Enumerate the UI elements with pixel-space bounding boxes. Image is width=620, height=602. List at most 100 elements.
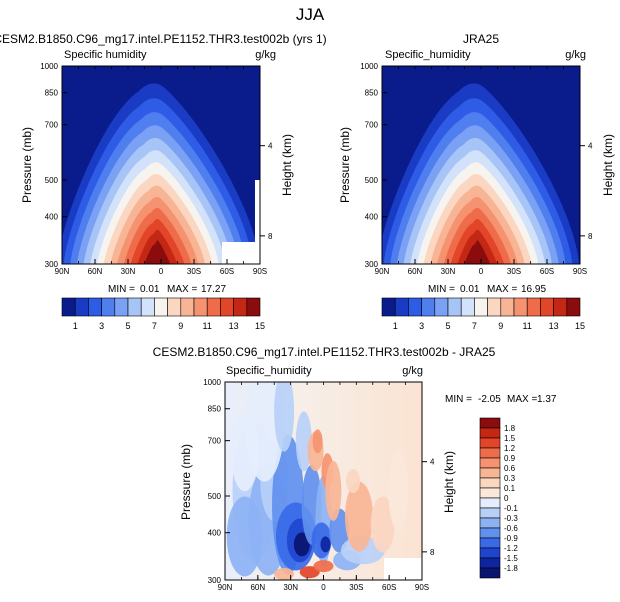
panel-difference-colorbar-swatch (479, 567, 501, 579)
panel-difference-ytick-label: 500 (208, 492, 222, 501)
panel-difference-contour (346, 469, 361, 493)
panel-difference-contour (312, 429, 323, 454)
panel-reanalysis-colorbar-swatch (513, 297, 528, 317)
panel-model-ytick-label: 1000 (40, 62, 58, 71)
panel-reanalysis-colorbar-label: 11 (523, 321, 532, 331)
panel-model-y2label: Height (km) (280, 134, 294, 196)
panel-reanalysis-y2label: Height (km) (601, 134, 615, 196)
panel-model-xtick-label: 90S (253, 267, 267, 276)
panel-difference-units: g/kg (402, 365, 423, 377)
panel-difference-title: CESM2.B1850.C96_mg17.intel.PE1152.THR3.t… (153, 345, 496, 359)
panel-model-xtick-label: 90N (55, 267, 70, 276)
panel-reanalysis-colorbar-swatch (408, 297, 422, 317)
panel-difference-colorbar-label: 1.5 (504, 434, 516, 443)
panel-model-colorbar-label: 15 (255, 321, 265, 331)
panel-reanalysis-field (382, 66, 580, 264)
panel-reanalysis-colorbar-swatch (553, 297, 568, 317)
panel-difference-ytick-label: 300 (208, 576, 222, 585)
panel-model-ytick-label: 400 (45, 213, 59, 222)
panel-reanalysis-colorbar-swatch (566, 297, 581, 317)
panel-reanalysis-min-label: MIN = (428, 284, 455, 295)
panel-model-colorbar-label: 9 (178, 321, 183, 331)
panel-difference-colorbar-label: -1.2 (504, 544, 518, 553)
panel-model-xtick-label: 0 (159, 267, 164, 276)
panel-difference-colorbar-swatch (479, 467, 501, 479)
panel-difference-contour (325, 460, 342, 521)
panel-difference-colorbar-swatch (479, 417, 501, 429)
panel-model-max-label: MAX = (167, 284, 197, 295)
panel-difference-contour (274, 382, 295, 452)
panel-difference-ytick-label: 400 (208, 529, 222, 538)
panel-difference-colorbar-swatch (479, 537, 501, 549)
panel-reanalysis-colorbar-label: 9 (498, 321, 503, 331)
panel-model-ylabel: Pressure (mb) (20, 127, 34, 203)
panel-reanalysis-colorbar-swatch (421, 297, 436, 317)
panel-reanalysis-contour-level (464, 240, 491, 264)
panel-model-colorbar-swatch (114, 297, 129, 317)
panel-difference-contour (313, 560, 334, 573)
panel-model-colorbar-label: 5 (125, 321, 130, 331)
panel-difference-colorbar-swatch (479, 487, 501, 499)
panel-difference-contour (370, 496, 395, 553)
panel-difference-colorbar-label: 1.2 (504, 444, 516, 453)
panel-difference-colorbar-label: -0.6 (504, 524, 518, 533)
panel-model-colorbar-swatch (74, 297, 89, 317)
panel-difference-colorbar-label: 0.1 (504, 484, 516, 493)
panel-model-xtick-label: 30S (187, 267, 201, 276)
panel-difference-max-value: 1.37 (537, 394, 557, 405)
panel-difference-colorbar-swatch (479, 557, 501, 569)
panel-model-colorbar-swatch (180, 297, 195, 317)
panel-reanalysis-ytick-label: 850 (365, 89, 379, 98)
panel-reanalysis-xtick-label: 60S (540, 267, 554, 276)
panel-difference-min-value: -2.05 (478, 394, 501, 405)
panel-reanalysis-colorbar-label: 13 (549, 321, 559, 331)
panel-model-missing-data-upper (255, 180, 260, 242)
panel-reanalysis-colorbar-swatch (474, 297, 488, 317)
panel-difference-colorbar-label: -1.5 (504, 554, 518, 563)
panel-difference-xtick-label: 90N (218, 583, 233, 592)
panel-reanalysis-ytick-label: 500 (365, 176, 379, 185)
panel-difference-colorbar-swatch (479, 527, 501, 539)
panel-model-colorbar-swatch (101, 297, 116, 317)
panel-difference-colorbar-swatch (479, 477, 501, 489)
panel-model-missing-data (222, 242, 260, 264)
panel-difference-ylabel: Pressure (mb) (179, 444, 193, 520)
panel-difference-colorbar-label: 0 (504, 494, 509, 503)
panel-model-colorbar-swatch (246, 297, 261, 317)
panel-reanalysis-title: JRA25 (463, 32, 499, 46)
panel-model-colorbar-swatch (167, 297, 182, 317)
panel-difference-colorbar-label: 1.8 (504, 424, 516, 433)
panel-model-title: CESM2.B1850.C96_mg17.intel.PE1152.THR3.t… (0, 32, 327, 46)
panel-reanalysis: JRA25 Specific_humidity g/kg Pressure (m… (338, 32, 615, 331)
panel-difference-xtick-label: 90S (415, 583, 429, 592)
panel-model-field (62, 66, 260, 264)
panel-model-xtick-label: 60N (88, 267, 103, 276)
panel-difference-xtick-label: 30N (283, 583, 298, 592)
panel-model-colorbar-swatch (127, 297, 142, 317)
panel-reanalysis-colorbar-label: 1 (393, 321, 398, 331)
panel-difference: CESM2.B1850.C96_mg17.intel.PE1152.THR3.t… (153, 345, 557, 592)
panel-reanalysis-ytick-label: 300 (365, 260, 379, 269)
panel-difference-contour (293, 532, 310, 557)
panel-difference-xtick-label: 60S (382, 583, 396, 592)
panel-reanalysis-colorbar-swatch (447, 297, 462, 317)
panel-difference-xtick-label: 0 (321, 583, 326, 592)
panel-difference-colorbar-label: 0.9 (504, 454, 516, 463)
panel-reanalysis-xtick-label: 30N (441, 267, 456, 276)
panel-difference-y2tick-label: 4 (430, 458, 435, 467)
panel-reanalysis-colorbar-swatch (540, 297, 554, 317)
panel-model-colorbar-swatch (154, 297, 168, 317)
panel-model-colorbar-label: 1 (73, 321, 78, 331)
panel-model: CESM2.B1850.C96_mg17.intel.PE1152.THR3.t… (0, 32, 327, 331)
panel-difference-contour (299, 566, 320, 579)
panel-difference-colorbar-swatch (479, 497, 501, 509)
panel-reanalysis-colorbar-swatch (526, 297, 541, 317)
panel-model-colorbar-swatch (61, 297, 76, 317)
panel-difference-ytick-label: 1000 (203, 378, 221, 387)
panel-model-ytick-label: 300 (45, 260, 59, 269)
panel-model-xtick-label: 60S (220, 267, 234, 276)
panel-model-colorbar-label: 7 (152, 321, 157, 331)
panel-model-ytick-label: 500 (45, 176, 59, 185)
panel-model-colorbar-swatch (140, 297, 155, 317)
